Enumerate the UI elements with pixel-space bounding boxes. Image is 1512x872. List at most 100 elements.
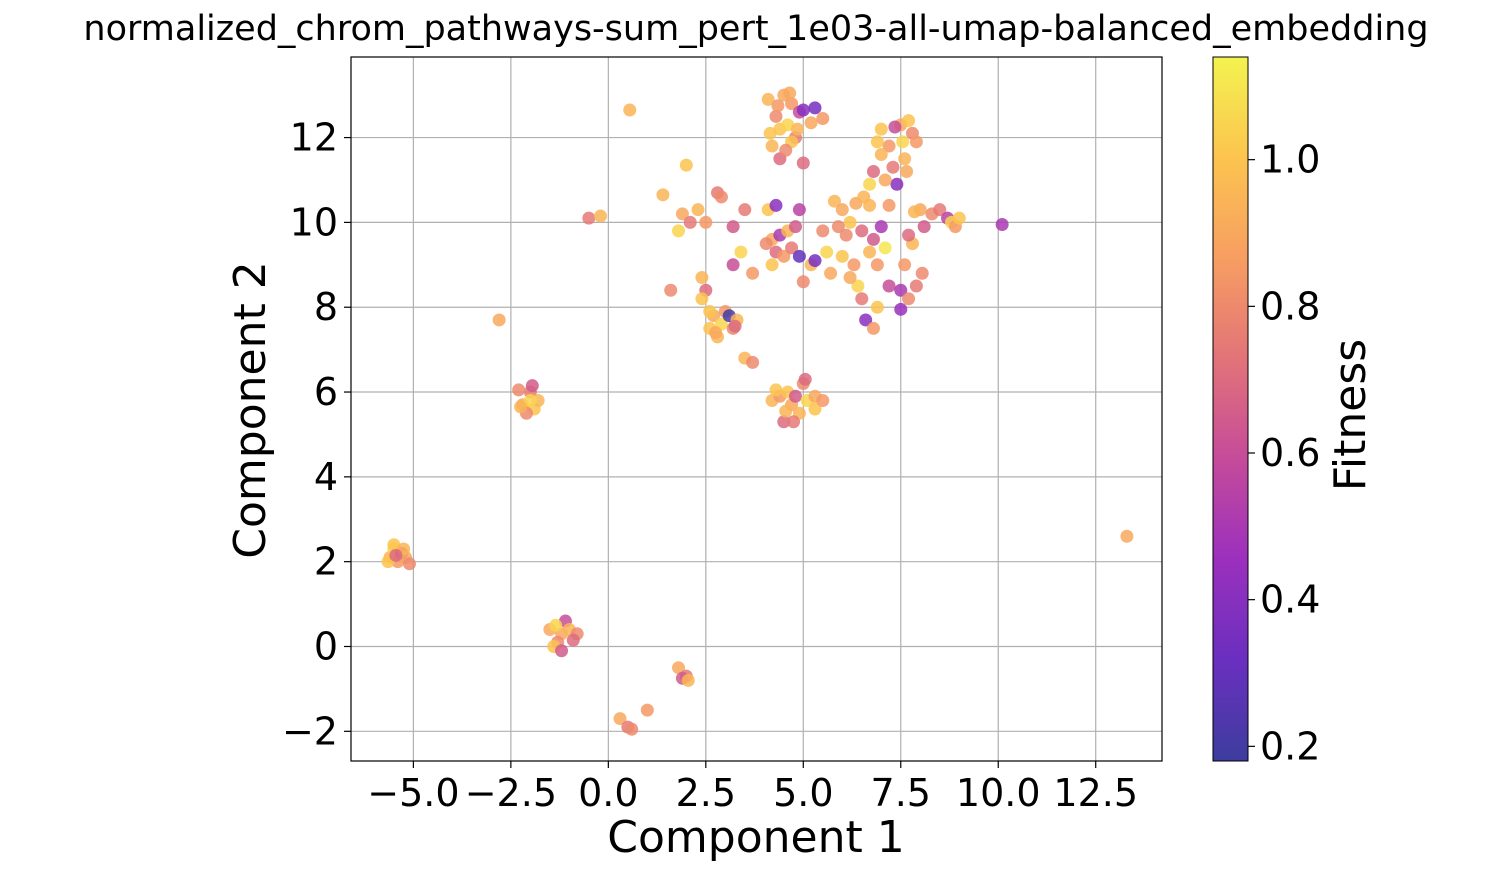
data-point: [792, 249, 806, 263]
data-point: [691, 203, 705, 217]
y-tick-label: 2: [314, 540, 338, 584]
data-point: [695, 271, 709, 285]
y-tick-label: 10: [290, 200, 338, 244]
data-point: [808, 254, 822, 268]
data-point: [874, 122, 888, 136]
data-point: [851, 279, 865, 293]
x-tick-label: 7.5: [871, 771, 931, 815]
x-tick-label: 0.0: [578, 771, 638, 815]
data-point: [933, 203, 947, 217]
data-point: [783, 86, 797, 100]
data-point: [878, 173, 892, 187]
data-point: [866, 232, 880, 246]
data-point: [566, 633, 580, 647]
data-point: [808, 101, 822, 115]
data-point: [726, 258, 740, 272]
data-point: [656, 188, 670, 202]
data-point: [882, 139, 896, 153]
y-tick-label: 0: [314, 624, 338, 668]
data-point: [402, 557, 416, 571]
data-point: [798, 372, 812, 386]
data-point: [703, 304, 717, 318]
data-point: [788, 220, 802, 234]
data-point: [835, 203, 849, 217]
data-point: [909, 135, 923, 149]
data-point: [746, 266, 760, 280]
data-point: [855, 224, 869, 238]
data-point: [779, 143, 793, 157]
data-point: [859, 313, 873, 327]
data-point: [816, 111, 830, 125]
data-point: [389, 548, 403, 562]
y-tick-label: −2: [282, 709, 338, 753]
data-point: [681, 673, 695, 687]
data-point: [759, 237, 773, 251]
data-point: [555, 644, 569, 658]
y-axis-label: Component 2: [225, 261, 276, 558]
data-point: [709, 326, 723, 340]
data-point: [874, 148, 888, 162]
data-point: [785, 97, 799, 111]
data-point: [847, 258, 861, 272]
data-point: [623, 103, 637, 117]
data-point: [900, 165, 914, 179]
data-point: [907, 205, 921, 219]
data-point: [896, 135, 910, 149]
plot-frame: [350, 56, 1163, 762]
data-point: [866, 165, 880, 179]
data-point: [843, 215, 857, 229]
x-tick-label: −5.0: [367, 771, 459, 815]
data-point: [863, 245, 877, 259]
data-point: [765, 139, 779, 153]
x-axis-label: Component 1: [607, 812, 904, 863]
data-point: [796, 156, 810, 170]
x-tick-label: 10.0: [956, 771, 1041, 815]
data-point: [839, 228, 853, 242]
data-point: [523, 394, 537, 408]
data-point: [909, 279, 923, 293]
data-point: [816, 224, 830, 238]
x-tick-label: 12.5: [1053, 771, 1138, 815]
data-point: [863, 177, 877, 191]
data-point: [726, 220, 740, 234]
colorbar-tick-label: 0.8: [1260, 284, 1320, 328]
colorbar-tick-label: 1.0: [1260, 138, 1320, 182]
data-point: [777, 249, 791, 263]
data-point: [824, 266, 838, 280]
data-point: [808, 402, 822, 416]
data-point: [765, 258, 779, 272]
data-point: [886, 160, 900, 174]
data-point: [882, 198, 896, 212]
data-point: [746, 355, 760, 369]
colorbar-ticks: 0.2 0.4 0.6 0.8 1.0: [1248, 138, 1320, 768]
data-point: [672, 661, 686, 675]
data-point: [843, 271, 857, 285]
data-point: [890, 177, 904, 191]
data-point: [769, 383, 783, 397]
data-point: [761, 92, 775, 106]
y-tick-label: 8: [314, 285, 338, 329]
data-point: [728, 319, 742, 333]
data-point: [738, 203, 752, 217]
data-point: [1120, 529, 1134, 543]
y-tick-label: 4: [314, 455, 338, 499]
data-point: [785, 241, 799, 255]
data-point: [787, 415, 801, 429]
data-point: [902, 228, 916, 242]
y-tick-label: 6: [314, 370, 338, 414]
data-point: [763, 126, 777, 140]
data-point: [790, 122, 804, 136]
data-point: [549, 618, 563, 632]
data-point: [898, 152, 912, 166]
x-tick-label: 2.5: [676, 771, 736, 815]
colorbar-label: Fitness: [1325, 339, 1376, 491]
data-point: [898, 258, 912, 272]
data-point: [888, 120, 902, 134]
data-point: [387, 538, 401, 552]
data-point: [695, 292, 709, 306]
data-point: [781, 118, 795, 132]
data-point: [902, 292, 916, 306]
data-point: [582, 211, 596, 225]
data-point: [894, 283, 908, 297]
